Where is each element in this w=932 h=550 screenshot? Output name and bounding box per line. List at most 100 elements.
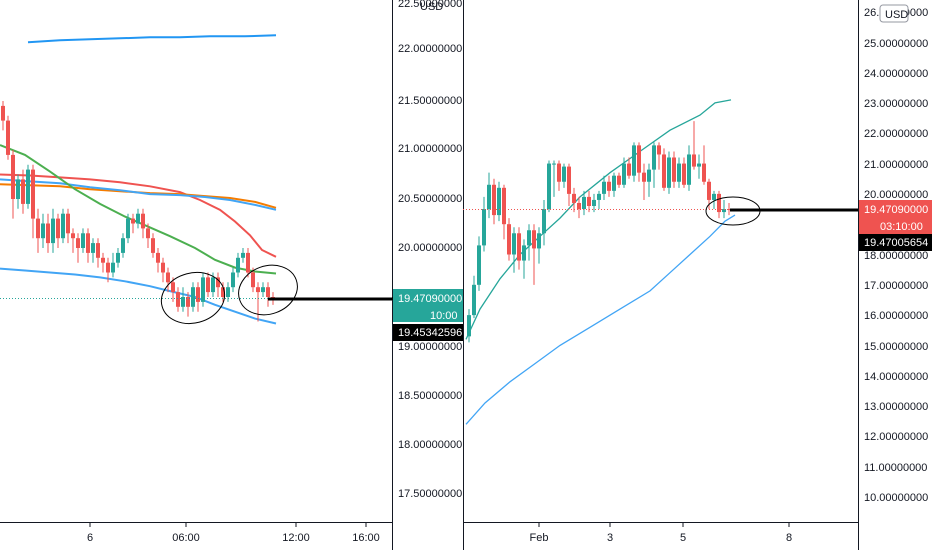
left-candle-body (201, 277, 205, 302)
left-candle-body (6, 120, 10, 155)
right-y-tick-label: 24.00000000 (864, 68, 928, 80)
left-candle-body (136, 213, 140, 224)
left-candle-body (101, 257, 105, 263)
right-candle-body (582, 196, 586, 210)
left-candle-body (31, 169, 35, 219)
right-y-tick-label: 18.00000000 (864, 250, 928, 262)
left-candle-body (146, 228, 150, 239)
right-candle-body (667, 157, 671, 188)
left-candle-body (196, 287, 200, 302)
left-candle-body (191, 287, 195, 307)
right-y-tick-label: 13.00000000 (864, 401, 928, 413)
left-candle-body (66, 213, 70, 234)
left-y-tick-label: 18.00000000 (398, 439, 462, 451)
right-candle-body (482, 209, 486, 246)
right-plot-area (463, 99, 858, 425)
left-candle-body (71, 233, 75, 239)
right-candle-body (572, 193, 576, 203)
left-candle-body (211, 277, 215, 293)
left-plot-area (0, 34, 392, 325)
right-candle-body (567, 166, 571, 194)
left-y-tick-label: 20.50000000 (398, 193, 462, 205)
right-candle-body (607, 181, 611, 191)
right-y-tick-label: 12.00000000 (864, 431, 928, 443)
right-line-price-label: 19.47005654 (864, 237, 928, 249)
right-candle-body (662, 154, 666, 188)
left-y-tick-label: 20.00000000 (398, 242, 462, 254)
right-candle-body (657, 145, 661, 155)
left-y-tick-label: 22.00000000 (398, 43, 462, 55)
right-candle-body (537, 233, 541, 249)
left-candle-body (1, 105, 5, 121)
right-candle-body (602, 181, 606, 194)
right-candle-body (472, 284, 476, 316)
right-candle-body (612, 175, 616, 191)
right-candle-body (717, 193, 721, 213)
left-x-tick-label: 12:00 (282, 532, 310, 544)
left-candle-body (261, 287, 265, 293)
left-candle-body (141, 213, 145, 229)
right-candle-body (497, 187, 501, 216)
right-candle-body (527, 230, 531, 246)
left-y-tick-label: 22.50000000 (398, 0, 462, 10)
left-x-tick-label: 16:00 (352, 532, 380, 544)
right-candle-body (587, 196, 591, 206)
right-candle-body (632, 145, 636, 176)
right-candle-body (502, 187, 506, 225)
left-candle-body (106, 262, 110, 273)
left-annotation-ellipse-1 (160, 271, 226, 325)
right-x-tick-label: 8 (786, 532, 792, 544)
right-candle-body (627, 163, 631, 176)
left-candle-body (186, 297, 190, 307)
right-y-tick-label: 23.00000000 (864, 98, 928, 110)
left-candle-body (96, 243, 100, 258)
right-candle-body (562, 166, 566, 182)
right-y-tick-label: 17.00000000 (864, 280, 928, 292)
left-candle-body (11, 154, 15, 199)
left-candle-body (246, 252, 250, 273)
right-candle-body (532, 230, 536, 249)
left-candle-body (126, 218, 130, 239)
left-y-tick-label: 21.00000000 (398, 143, 462, 155)
left-countdown-label: 10:00 (430, 310, 458, 322)
left-y-tick-label: 18.50000000 (398, 390, 462, 402)
right-x-tick-label: Feb (530, 532, 549, 544)
left-line-price-label: 19.45342596 (398, 327, 462, 339)
right-candle-body (677, 163, 681, 182)
right-candle-body (722, 209, 726, 213)
left-candle-body (161, 262, 165, 273)
left-candle-body (76, 238, 80, 248)
left-ma-line-2 (0, 173, 277, 258)
left-candle-body (86, 233, 90, 253)
right-price-tag-label: 19.47090000 (864, 204, 928, 216)
right-candle-body (552, 163, 556, 165)
left-candle-body (266, 287, 270, 297)
left-x-tick-label: 06:00 (172, 532, 200, 544)
right-candle-body (642, 172, 646, 182)
right-currency-badge (879, 4, 909, 23)
left-y-tick-label: 19.00000000 (398, 341, 462, 353)
left-price-tag-label: 19.47090000 (398, 293, 462, 305)
right-candle-body (622, 163, 626, 185)
right-line-price-tag (859, 234, 932, 251)
right-y-tick-label: 21.00000000 (864, 159, 928, 171)
left-candle-body (156, 252, 160, 263)
right-candle-body (592, 199, 596, 206)
right-candle-body (682, 163, 686, 185)
left-price-tag (393, 289, 463, 307)
right-price-tag (859, 200, 932, 218)
left-candle-body (241, 252, 245, 258)
right-countdown-label: 03:10:00 (880, 221, 923, 233)
left-candle-body (221, 287, 225, 297)
right-ma-line-2 (465, 214, 736, 425)
left-ma-line-4 (0, 178, 277, 211)
left-candle-body (41, 223, 45, 239)
right-ma-line-1 (465, 99, 732, 340)
left-candle-body (236, 257, 240, 273)
right-candle-body (477, 245, 481, 285)
left-candle-body (176, 292, 180, 307)
right-candle-body (492, 184, 496, 216)
right-candle-body (647, 169, 651, 182)
